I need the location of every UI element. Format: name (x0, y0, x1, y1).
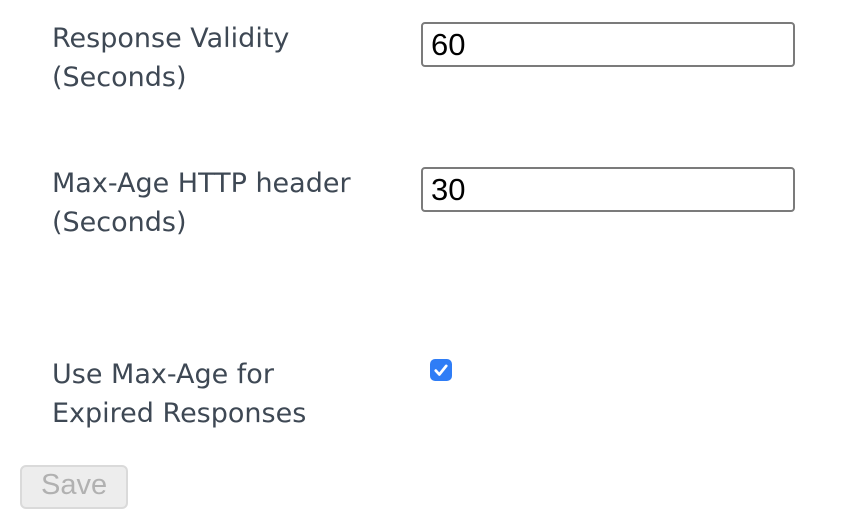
use-max-age-label: Use Max-Age for Expired Responses (52, 359, 307, 429)
settings-form: Response Validity (Seconds) Max-Age HTTP… (0, 22, 846, 509)
checkmark-icon (434, 364, 448, 376)
form-row-response-validity: Response Validity (Seconds) (0, 22, 846, 97)
use-max-age-checkbox[interactable] (430, 359, 452, 381)
max-age-header-label: Max-Age HTTP header (Seconds) (52, 168, 351, 238)
save-button[interactable]: Save (20, 465, 129, 509)
max-age-header-input[interactable] (421, 167, 795, 212)
response-validity-input[interactable] (421, 22, 795, 67)
form-row-max-age-header: Max-Age HTTP header (Seconds) (0, 167, 846, 242)
response-validity-label: Response Validity (Seconds) (52, 23, 290, 93)
form-row-use-max-age: Use Max-Age for Expired Responses (0, 358, 846, 433)
